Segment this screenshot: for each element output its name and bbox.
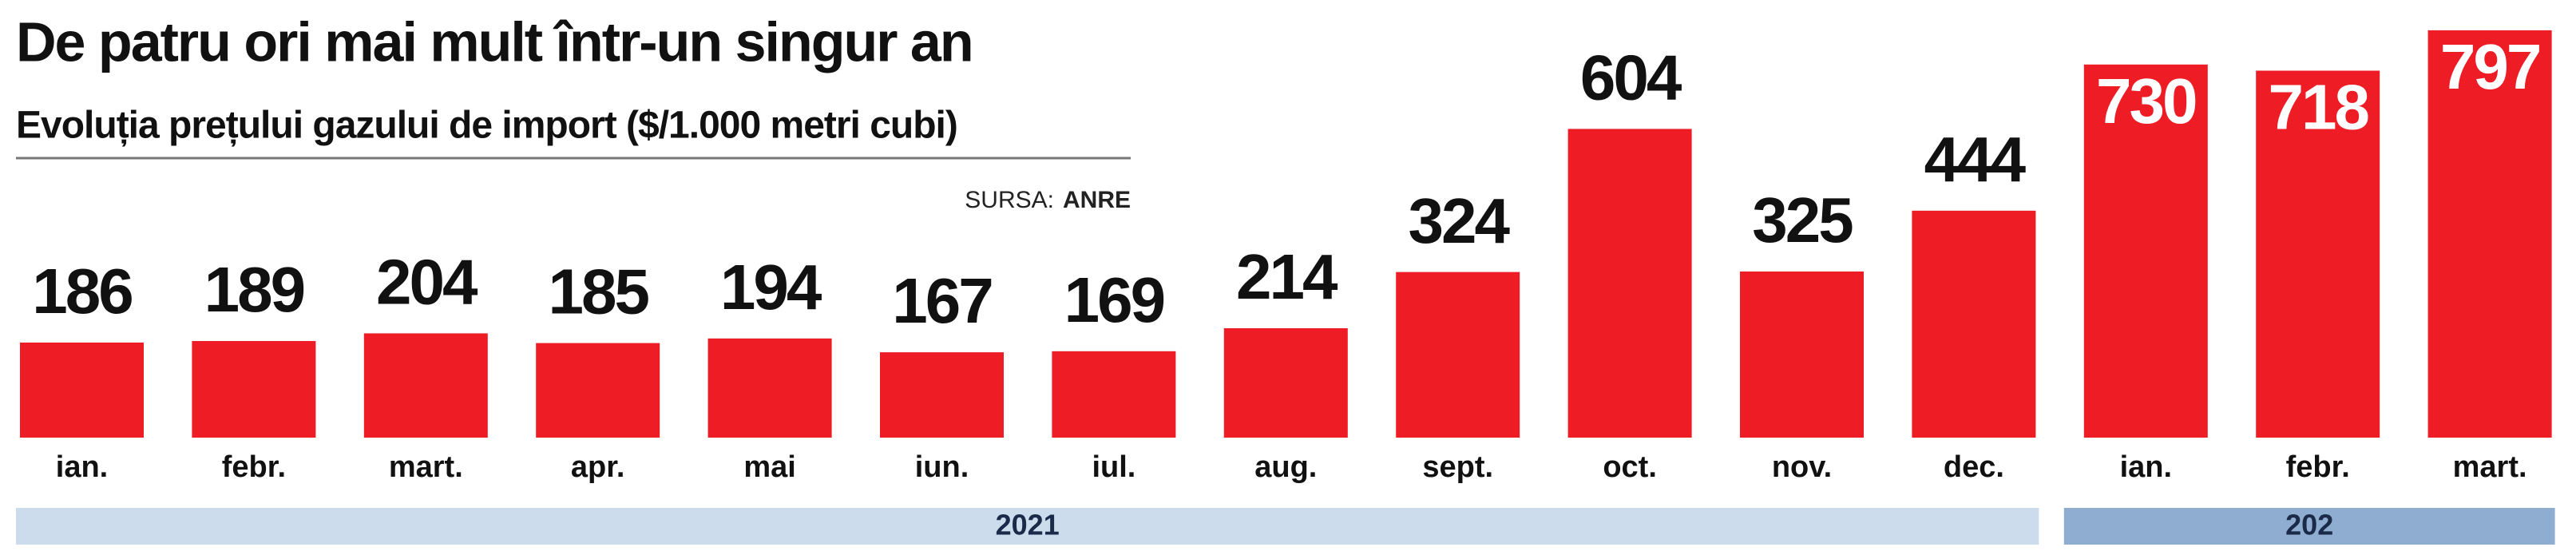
value-label: 169 — [1064, 264, 1164, 335]
x-tick-label: oct. — [1603, 450, 1657, 484]
value-label: 324 — [1408, 185, 1510, 256]
bar — [363, 333, 488, 438]
x-tick-label: iun. — [915, 450, 969, 484]
value-label: 718 — [2268, 72, 2368, 143]
x-tick-label: mai — [743, 450, 795, 484]
bar — [1396, 272, 1520, 438]
value-label: 194 — [720, 252, 822, 323]
x-tick-label: mart. — [2453, 450, 2527, 484]
x-tick-label: dec. — [1944, 450, 2004, 484]
x-tick-label: ian. — [2120, 450, 2172, 484]
bar — [1052, 351, 1176, 438]
value-label: 325 — [1752, 184, 1853, 256]
x-tick-label: mart. — [389, 450, 463, 484]
source: ANRE — [1063, 187, 1131, 213]
x-tick-label: ian. — [56, 450, 108, 484]
value-label: 185 — [548, 256, 648, 327]
year-label: 202 — [2285, 509, 2333, 541]
value-label: 730 — [2096, 65, 2196, 137]
year-band — [2063, 508, 2555, 545]
bar — [192, 341, 316, 438]
bar — [707, 338, 832, 438]
value-label: 167 — [892, 265, 991, 336]
x-tick-label: febr. — [2286, 450, 2350, 484]
value-label: 204 — [376, 247, 478, 318]
bar — [1740, 272, 1864, 438]
value-label: 604 — [1580, 42, 1682, 113]
bar — [2256, 70, 2380, 438]
bar — [1567, 129, 1692, 438]
value-label: 444 — [1924, 124, 2027, 195]
x-tick-label: sept. — [1422, 450, 1493, 484]
x-tick-label: aug. — [1254, 450, 1317, 484]
value-label: 797 — [2440, 31, 2539, 102]
source-label: SURSA: — [965, 187, 1054, 213]
bar — [536, 343, 660, 438]
value-label: 186 — [32, 256, 132, 327]
x-tick-label: iul. — [1092, 450, 1135, 484]
bar — [2427, 30, 2552, 438]
x-tick-label: apr. — [571, 450, 625, 484]
value-label: 189 — [204, 254, 304, 325]
chart-subtitle: Evoluția prețului gazului de import ($/1… — [16, 105, 957, 147]
x-tick-label: nov. — [1772, 450, 1832, 484]
year-label: 2021 — [996, 509, 1060, 541]
year-band — [16, 508, 2039, 545]
bar — [1223, 328, 1348, 438]
bar — [1912, 210, 2036, 438]
bar — [880, 352, 1004, 438]
chart-title: De patru ori mai mult într-un singur an — [16, 10, 973, 73]
bar — [20, 342, 144, 438]
x-tick-label: febr. — [222, 450, 286, 484]
bar — [2083, 64, 2208, 438]
value-label: 214 — [1236, 241, 1338, 312]
